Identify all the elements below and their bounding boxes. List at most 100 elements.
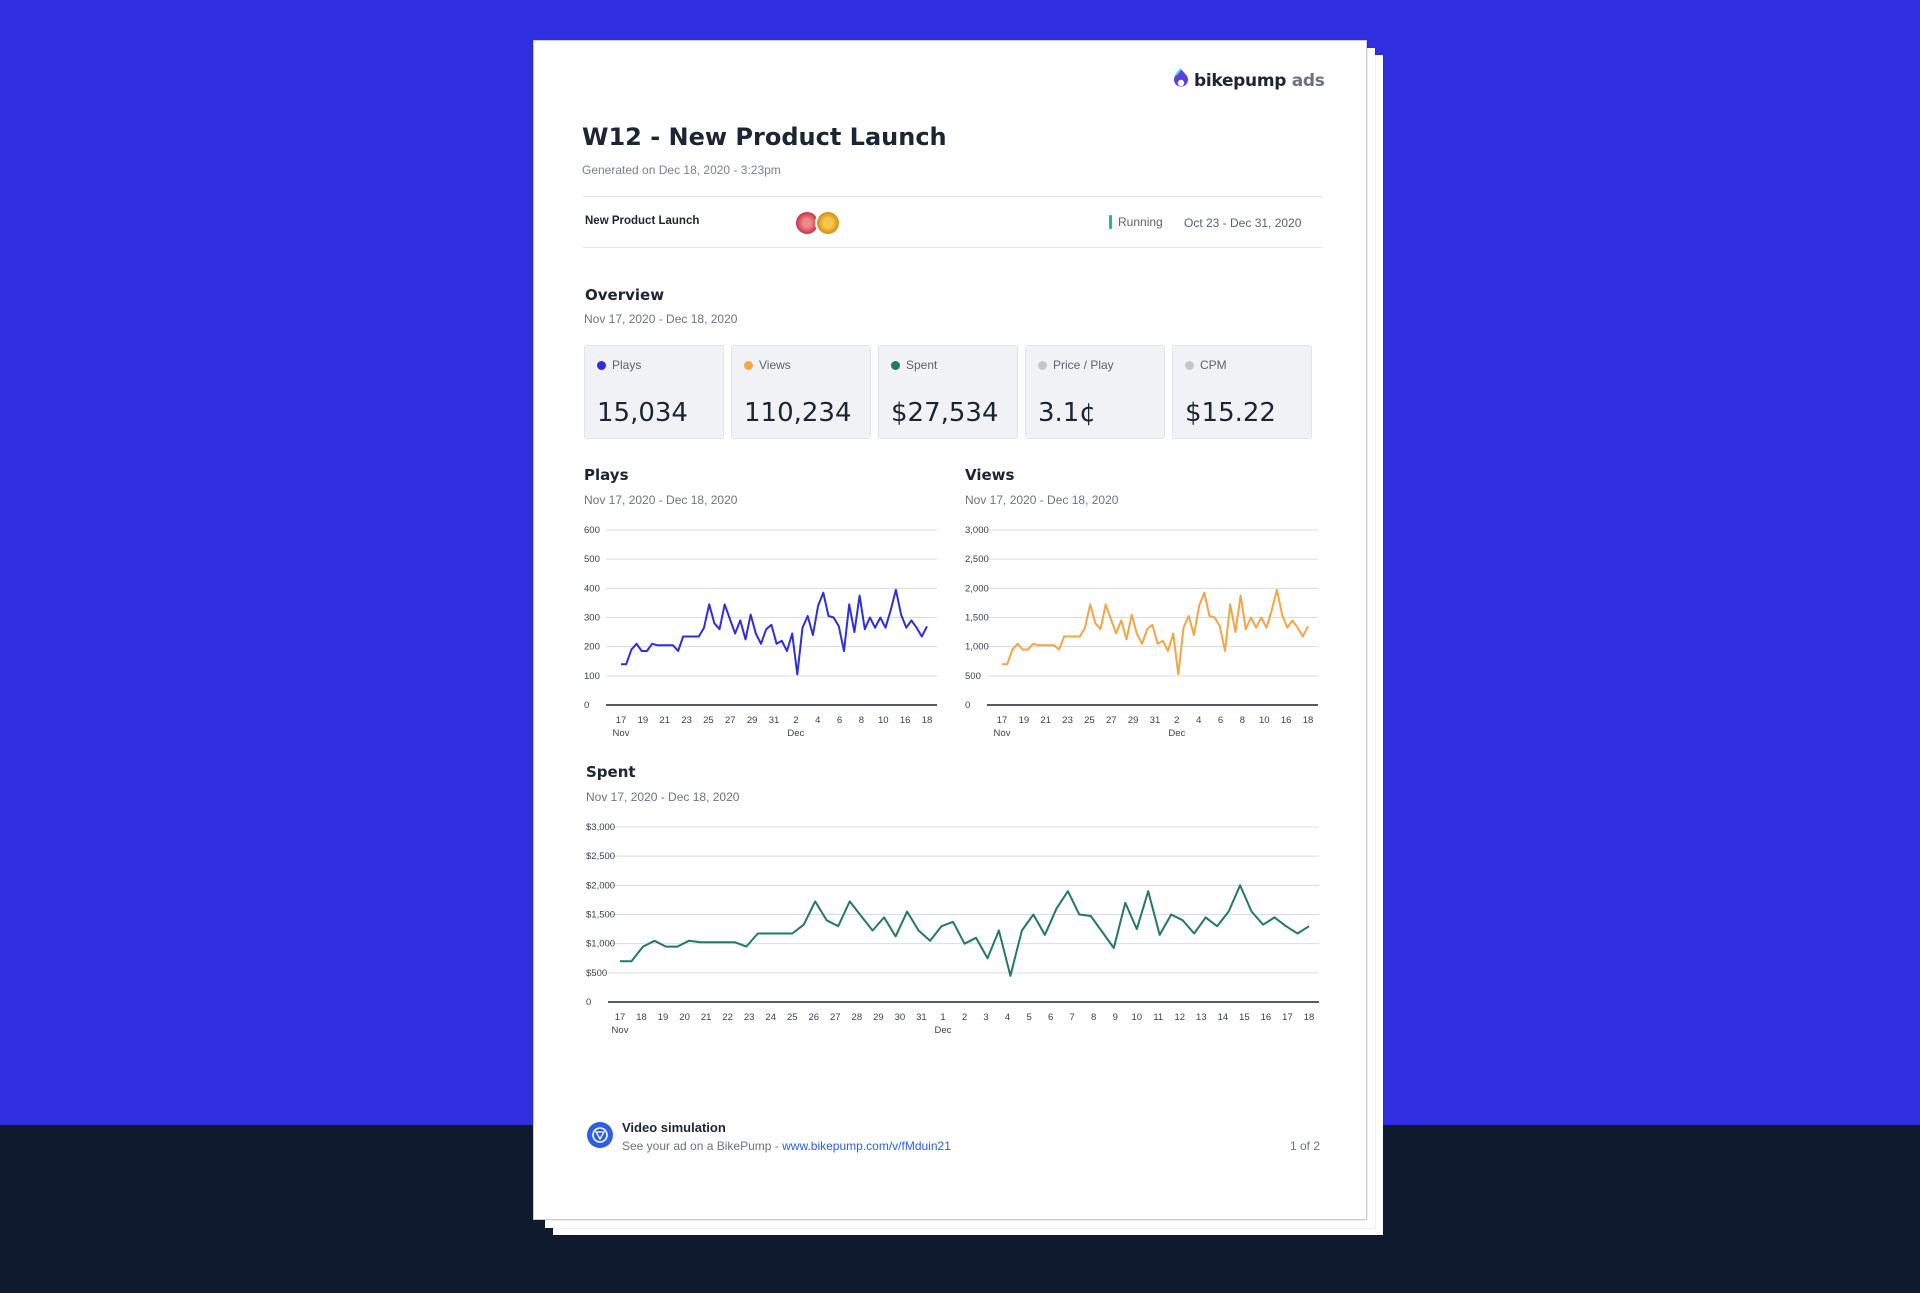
status-label: Running — [1118, 215, 1163, 229]
stat-card-price-per-play: Price / Play 3.1¢ — [1025, 345, 1165, 439]
y-tick-label: 3,000 — [965, 525, 989, 536]
y-tick-label: $2,000 — [586, 880, 615, 891]
x-tick-label: 9 — [1113, 1012, 1118, 1023]
y-tick-label: 100 — [584, 671, 600, 682]
x-tick-label: 29 — [747, 715, 758, 726]
stat-label: Views — [759, 358, 791, 372]
logo-text: bikepump ads — [1194, 71, 1325, 91]
x-tick-label: 12 — [1175, 1012, 1186, 1023]
x-tick-label: 23 — [744, 1012, 755, 1023]
spent-dot — [891, 360, 900, 370]
spent-chart-title: Spent — [586, 763, 636, 781]
x-tick-label: 17 — [615, 1012, 626, 1023]
stat-label: Spent — [906, 358, 938, 372]
y-tick-label: 500 — [965, 671, 981, 682]
x-tick-label: 13 — [1196, 1012, 1207, 1023]
y-tick-label: 0 — [965, 700, 970, 711]
x-tick-label: 30 — [895, 1012, 906, 1023]
y-tick-label: 400 — [584, 583, 600, 594]
video-simulation-icon-glyph — [592, 1127, 608, 1143]
y-tick-label: 1,000 — [965, 642, 989, 653]
x-tick-label: 16 — [900, 715, 911, 726]
x-tick-label: 17 — [1282, 1012, 1293, 1023]
x-tick-label: 2 — [962, 1012, 967, 1023]
month-label: Dec — [1168, 728, 1185, 739]
x-tick-label: 18 — [636, 1012, 647, 1023]
campaign-dates: Oct 23 - Dec 31, 2020 — [1184, 216, 1302, 230]
x-tick-label: 4 — [1005, 1012, 1010, 1023]
campaign-status: Running — [1109, 215, 1163, 229]
page-number: 1 of 2 — [1290, 1139, 1321, 1153]
x-tick-label: 22 — [722, 1012, 733, 1023]
x-tick-label: 2 — [793, 715, 798, 726]
month-label: Nov — [994, 728, 1011, 739]
views-chart-title: Views — [965, 466, 1015, 484]
x-tick-label: 19 — [638, 715, 649, 726]
x-tick-label: 27 — [1106, 715, 1117, 726]
y-tick-label: $3,000 — [586, 822, 615, 833]
x-tick-label: 2 — [1174, 715, 1179, 726]
x-tick-label: 27 — [830, 1012, 841, 1023]
x-tick-label: 29 — [1128, 715, 1139, 726]
stat-label: Price / Play — [1053, 358, 1114, 372]
stat-value: $15.22 — [1185, 398, 1276, 428]
x-tick-label: 23 — [1062, 715, 1073, 726]
y-tick-label: 1,500 — [965, 613, 989, 624]
y-tick-label: $500 — [586, 968, 607, 979]
report-title: W12 - New Product Launch — [582, 123, 947, 151]
views-chart-range: Nov 17, 2020 - Dec 18, 2020 — [965, 493, 1119, 507]
x-tick-label: 18 — [922, 715, 933, 726]
x-tick-label: 8 — [1091, 1012, 1096, 1023]
views-chart: 0 500 1,000 1,500 2,000 2,500 3,000 17 19 21 23 25 2… — [965, 525, 1318, 739]
y-tick-label: $1,500 — [586, 910, 615, 921]
stat-value: 3.1¢ — [1038, 398, 1096, 428]
overview-cards: Plays 15,034 Views 110,234 Spent $27,534… — [584, 345, 1312, 439]
x-tick-label: 1 — [940, 1012, 945, 1023]
overview-range: Nov 17, 2020 - Dec 18, 2020 — [584, 312, 738, 326]
y-tick-label: 500 — [584, 554, 600, 565]
x-tick-label: 16 — [1261, 1012, 1272, 1023]
series-line — [620, 884, 1310, 977]
footer-separator: - — [774, 1139, 779, 1153]
x-tick-label: 6 — [1218, 715, 1223, 726]
plays-chart-range: Nov 17, 2020 - Dec 18, 2020 — [584, 493, 738, 507]
month-label: Nov — [613, 728, 630, 739]
bikepump-logo: bikepump ads — [1172, 66, 1325, 96]
y-tick-label: 200 — [584, 642, 600, 653]
x-tick-label: 31 — [769, 715, 780, 726]
x-tick-label: 20 — [679, 1012, 690, 1023]
stat-card-cpm: CPM $15.22 — [1172, 345, 1312, 439]
plays-chart: 0 100 200 300 400 500 600 17 19 21 23 25 27 29 31 2 4 6 8 1… — [584, 525, 937, 739]
y-tick-label: 2,500 — [965, 554, 989, 565]
x-tick-label: 16 — [1281, 715, 1292, 726]
video-simulation-icon — [587, 1122, 613, 1148]
stat-card-views: Views 110,234 — [731, 345, 871, 439]
x-tick-label: 4 — [815, 715, 820, 726]
report-generated-date: Generated on Dec 18, 2020 - 3:23pm — [582, 163, 781, 177]
divider — [583, 247, 1322, 248]
avatar — [815, 210, 841, 236]
x-tick-label: 31 — [1150, 715, 1161, 726]
campaign-avatars — [794, 210, 841, 236]
stat-value: 110,234 — [744, 398, 852, 428]
x-tick-label: 18 — [1303, 715, 1314, 726]
video-simulation-link[interactable]: www.bikepump.com/v/fMduin21 — [782, 1139, 951, 1153]
stat-card-spent: Spent $27,534 — [878, 345, 1018, 439]
plays-dot — [597, 360, 606, 370]
x-tick-label: 14 — [1218, 1012, 1229, 1023]
x-tick-label: 17 — [616, 715, 627, 726]
views-dot — [744, 360, 753, 370]
x-tick-label: 10 — [1131, 1012, 1142, 1023]
x-tick-label: 28 — [852, 1012, 863, 1023]
y-tick-label: $1,000 — [586, 939, 615, 950]
stat-value: $27,534 — [891, 398, 999, 428]
status-indicator — [1109, 215, 1112, 229]
y-tick-label: 300 — [584, 613, 600, 624]
y-tick-label: 0 — [586, 997, 591, 1008]
spent-chart-range: Nov 17, 2020 - Dec 18, 2020 — [586, 790, 740, 804]
x-tick-label: 6 — [1048, 1012, 1053, 1023]
x-tick-label: 27 — [725, 715, 736, 726]
y-tick-label: 0 — [584, 700, 589, 711]
stat-value: 15,034 — [597, 398, 688, 428]
